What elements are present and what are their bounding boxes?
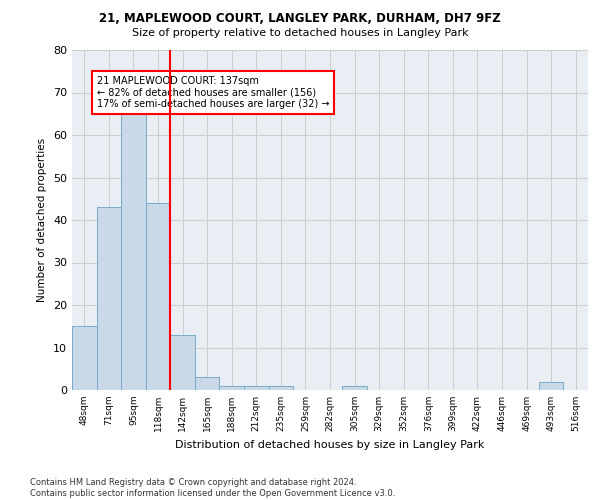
Bar xyxy=(195,377,220,390)
Text: Contains HM Land Registry data © Crown copyright and database right 2024.
Contai: Contains HM Land Registry data © Crown c… xyxy=(30,478,395,498)
Bar xyxy=(72,326,97,390)
Text: Size of property relative to detached houses in Langley Park: Size of property relative to detached ho… xyxy=(131,28,469,38)
Bar xyxy=(269,386,293,390)
Bar xyxy=(220,386,244,390)
Bar xyxy=(539,382,563,390)
Bar xyxy=(97,207,121,390)
Bar xyxy=(121,110,146,390)
X-axis label: Distribution of detached houses by size in Langley Park: Distribution of detached houses by size … xyxy=(175,440,485,450)
Text: 21, MAPLEWOOD COURT, LANGLEY PARK, DURHAM, DH7 9FZ: 21, MAPLEWOOD COURT, LANGLEY PARK, DURHA… xyxy=(99,12,501,26)
Bar xyxy=(170,335,195,390)
Y-axis label: Number of detached properties: Number of detached properties xyxy=(37,138,47,302)
Bar xyxy=(342,386,367,390)
Text: 21 MAPLEWOOD COURT: 137sqm
← 82% of detached houses are smaller (156)
17% of sem: 21 MAPLEWOOD COURT: 137sqm ← 82% of deta… xyxy=(97,76,329,108)
Bar xyxy=(244,386,269,390)
Bar xyxy=(146,203,170,390)
